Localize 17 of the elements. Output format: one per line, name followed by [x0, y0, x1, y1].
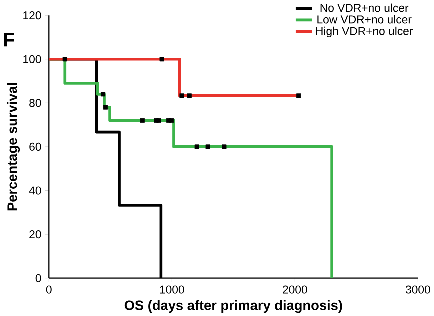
y-tick-label: 80: [30, 99, 42, 108]
y-tick-label: 60: [30, 142, 42, 151]
y-tick-label: 40: [29, 186, 42, 195]
y-tick-label: 0: [36, 274, 42, 282]
x-tick-label: 3000: [406, 286, 430, 294]
x-axis-title: OS (days after primary diagnosis): [124, 300, 342, 313]
y-axis-title: Percentage survival: [7, 83, 20, 210]
y-tick-label: 100: [24, 55, 42, 64]
legend-label: Low VDR+no ulcer: [318, 15, 412, 24]
legend-label: No VDR+no ulcer: [320, 4, 409, 12]
x-tick-label: 2000: [283, 286, 308, 294]
y-tick-label: 20: [30, 230, 42, 238]
x-tick-label: 0: [46, 286, 52, 294]
legend-label: High VDR+no ulcer: [316, 26, 414, 38]
y-tick-label: 120: [24, 11, 42, 20]
text: F: [4, 33, 14, 47]
x-tick-label: 1000: [160, 286, 184, 294]
